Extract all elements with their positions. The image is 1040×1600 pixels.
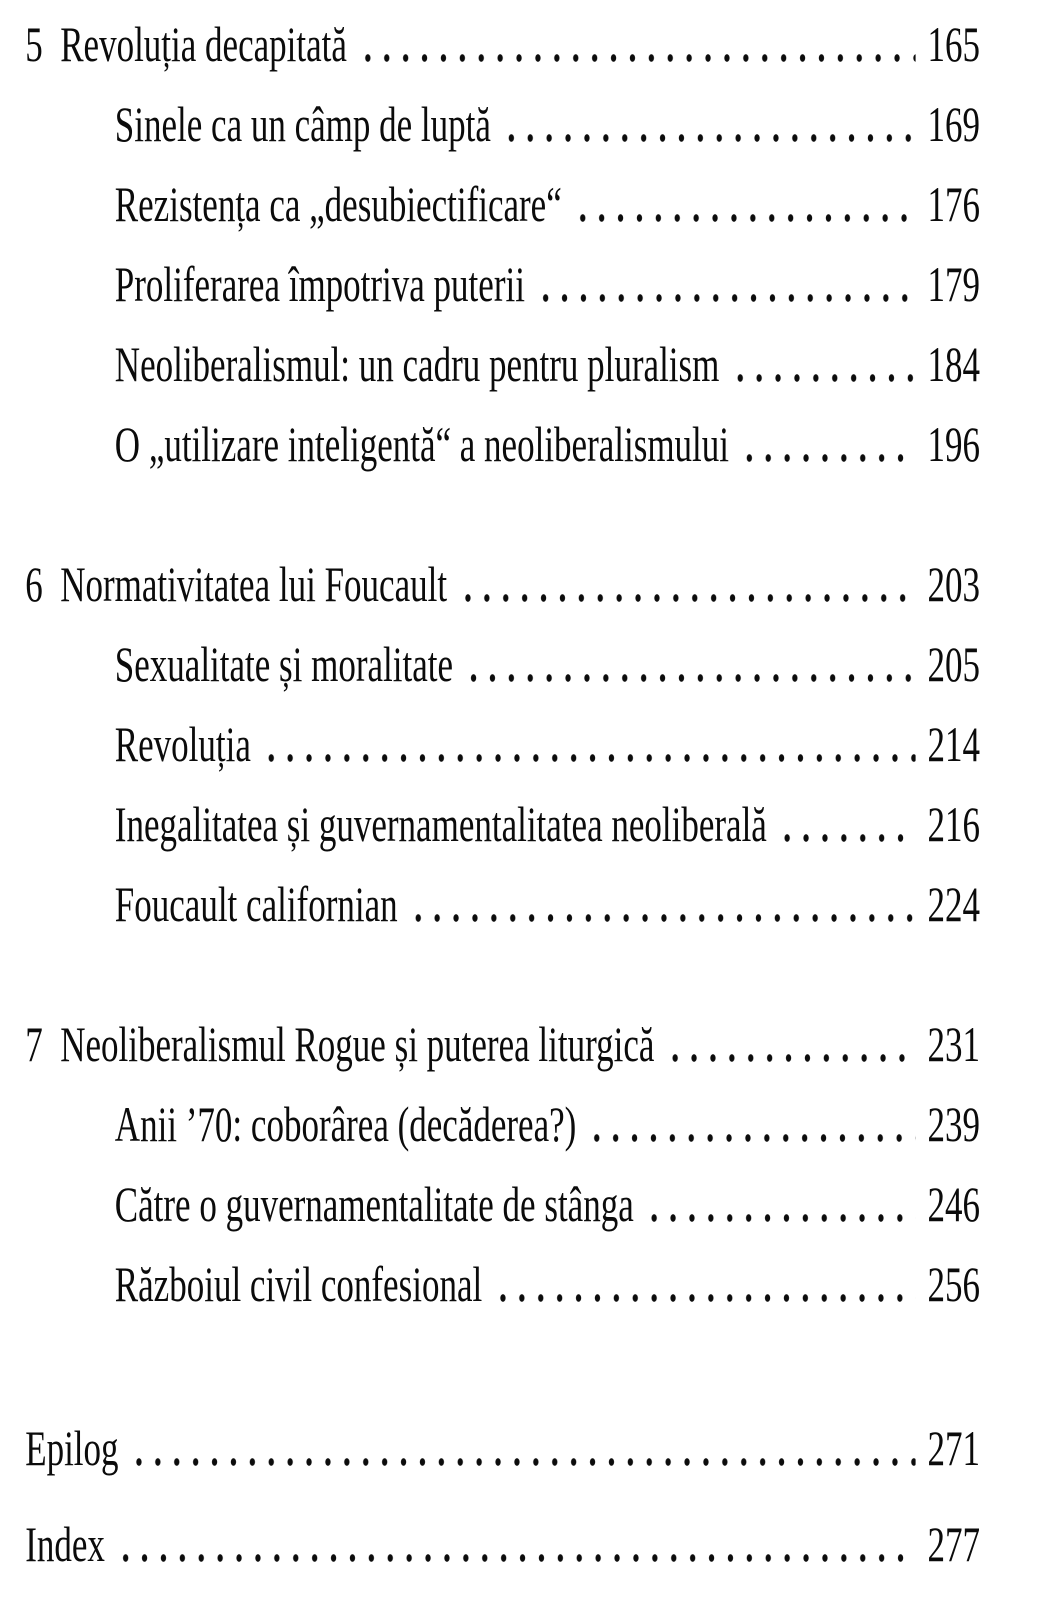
page-number: 231 xyxy=(927,1016,981,1072)
back-matter: Epilog 271 Index 277 xyxy=(25,1400,980,1592)
dot-leader xyxy=(644,1213,916,1223)
dot-leader xyxy=(129,1457,916,1467)
page-number: 203 xyxy=(927,556,981,612)
page-number: 184 xyxy=(927,336,981,392)
toc-row: Foucault californian 224 xyxy=(25,864,980,944)
page-number: 256 xyxy=(927,1256,981,1312)
page-number: 196 xyxy=(927,416,981,472)
chapter-number: 6 xyxy=(25,556,43,612)
chapter-number: 7 xyxy=(25,1016,43,1072)
dot-leader xyxy=(116,1553,916,1563)
toc-row: 5 Revoluția decapitată 165 xyxy=(25,4,980,84)
toc-row: Index 277 xyxy=(25,1496,980,1592)
page-number: 277 xyxy=(927,1516,981,1572)
dot-leader xyxy=(730,373,916,383)
chapter-5: 5 Revoluția decapitată 165 Sinele ca un … xyxy=(25,4,980,484)
entry-title: Neoliberalismul: un cadru pentru plurali… xyxy=(114,336,720,392)
toc-row: Către o guvernamentalitate de stânga 246 xyxy=(25,1164,980,1244)
dot-leader xyxy=(502,133,916,143)
toc: 5 Revoluția decapitată 165 Sinele ca un … xyxy=(0,4,1040,1592)
entry-title: Normativitatea lui Foucault xyxy=(60,556,448,612)
toc-row: Sinele ca un câmp de luptă 169 xyxy=(25,84,980,164)
entry-title: Neoliberalismul Rogue și puterea liturgi… xyxy=(60,1016,655,1072)
page-number: 205 xyxy=(927,636,981,692)
page-number: 176 xyxy=(927,176,981,232)
dot-leader xyxy=(408,913,916,923)
chapter-6: 6 Normativitatea lui Foucault 203 Sexual… xyxy=(25,544,980,944)
page-number: 239 xyxy=(927,1096,981,1152)
entry-title: Revoluția decapitată xyxy=(60,16,347,72)
toc-row: Anii ’70: coborârea (decăderea?) 239 xyxy=(25,1084,980,1164)
toc-row: O „utilizare inteligentă“ a neoliberalis… xyxy=(25,404,980,484)
page-number: 165 xyxy=(927,16,981,72)
dot-leader xyxy=(778,833,916,843)
toc-row: 6 Normativitatea lui Foucault 203 xyxy=(25,544,980,624)
toc-row: Sexualitate și moralitate 205 xyxy=(25,624,980,704)
dot-leader xyxy=(493,1293,916,1303)
dot-leader xyxy=(665,1053,916,1063)
dot-leader xyxy=(464,673,916,683)
entry-title: Rezistența ca „desubiectificare“ xyxy=(114,176,562,232)
entry-title: Foucault californian xyxy=(114,876,398,932)
entry-title: Epilog xyxy=(25,1420,119,1476)
toc-row: 7 Neoliberalismul Rogue și puterea litur… xyxy=(25,1004,980,1084)
dot-leader xyxy=(572,213,916,223)
dot-leader xyxy=(740,453,916,463)
chapter-number: 5 xyxy=(25,16,43,72)
page-number: 214 xyxy=(927,716,981,772)
entry-title: Sinele ca un câmp de luptă xyxy=(114,96,491,152)
entry-title: Inegalitatea și guvernamentalitatea neol… xyxy=(114,796,767,852)
entry-title: Sexualitate și moralitate xyxy=(114,636,454,692)
chapter-7: 7 Neoliberalismul Rogue și puterea litur… xyxy=(25,1004,980,1324)
toc-row: Rezistența ca „desubiectificare“ 176 xyxy=(25,164,980,244)
entry-title: Războiul civil confesional xyxy=(114,1256,483,1312)
toc-row: Neoliberalismul: un cadru pentru plurali… xyxy=(25,324,980,404)
page-number: 216 xyxy=(927,796,981,852)
page-number: 246 xyxy=(927,1176,981,1232)
entry-title: Către o guvernamentalitate de stânga xyxy=(114,1176,634,1232)
toc-row: Inegalitatea și guvernamentalitatea neol… xyxy=(25,784,980,864)
entry-title: Revoluția xyxy=(114,716,251,772)
entry-title: Proliferarea împotriva puterii xyxy=(114,256,525,312)
entry-title: Anii ’70: coborârea (decăderea?) xyxy=(114,1096,577,1152)
page-number: 271 xyxy=(927,1420,981,1476)
entry-title: Index xyxy=(25,1516,105,1572)
page-number: 169 xyxy=(927,96,981,152)
dot-leader xyxy=(587,1133,916,1143)
toc-row: Revoluția 214 xyxy=(25,704,980,784)
dot-leader xyxy=(262,753,916,763)
toc-row: Războiul civil confesional 256 xyxy=(25,1244,980,1324)
toc-row: Proliferarea împotriva puterii 179 xyxy=(25,244,980,324)
entry-title: O „utilizare inteligentă“ a neoliberalis… xyxy=(114,416,730,472)
dot-leader xyxy=(358,53,916,63)
page-number: 179 xyxy=(927,256,981,312)
dot-leader xyxy=(458,593,916,603)
toc-row: Epilog 271 xyxy=(25,1400,980,1496)
page-number: 224 xyxy=(927,876,981,932)
dot-leader xyxy=(536,293,916,303)
